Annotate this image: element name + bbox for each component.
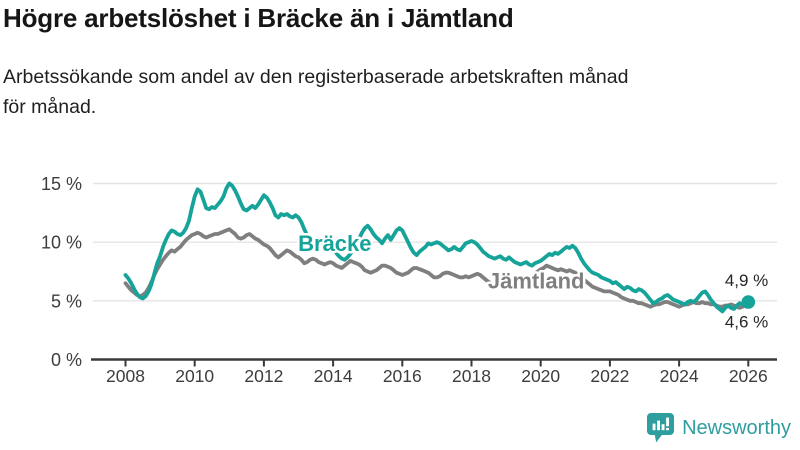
- chart-subtitle-line1: Arbetssökande som andel av den registerb…: [3, 66, 629, 88]
- newsworthy-logo[interactable]: Newsworthy: [647, 413, 791, 443]
- x-tick-label: 2010: [175, 366, 214, 386]
- x-tick-label: 2022: [590, 366, 629, 386]
- series-line-jamtland: [123, 227, 751, 310]
- x-tick-label: 2026: [729, 366, 768, 386]
- chart-title: Högre arbetslöshet i Bräcke än i Jämtlan…: [3, 3, 514, 33]
- chart-subtitle-line2: för månad.: [3, 96, 97, 118]
- x-tick-label: 2020: [521, 366, 560, 386]
- x-tick-label: 2012: [244, 366, 283, 386]
- series-inline-label-jamtland: Jämtland: [488, 269, 585, 294]
- series-inline-label-bracke: Bräcke: [298, 231, 371, 256]
- x-tick-label: 2018: [452, 366, 491, 386]
- y-tick-label: 10 %: [41, 233, 82, 253]
- series-end-value-jamtland: 4,6 %: [725, 312, 768, 331]
- x-tick-label: 2008: [106, 366, 145, 386]
- y-tick-label: 5 %: [51, 291, 82, 311]
- x-tick-label: 2024: [660, 366, 699, 386]
- y-tick-label: 15 %: [41, 174, 82, 194]
- series-line-bracke: [123, 181, 751, 314]
- x-tick-label: 2014: [314, 366, 353, 386]
- y-tick-label: 0 %: [51, 350, 82, 370]
- x-tick-label: 2016: [383, 366, 422, 386]
- series-end-value-bracke: 4,9 %: [725, 271, 768, 290]
- newsworthy-logo-icon: [647, 413, 675, 443]
- brand-name: Newsworthy: [682, 416, 791, 439]
- chart-subtitle: Arbetssökande som andel av den registerb…: [3, 62, 628, 122]
- series-end-dot-bracke: [741, 295, 756, 309]
